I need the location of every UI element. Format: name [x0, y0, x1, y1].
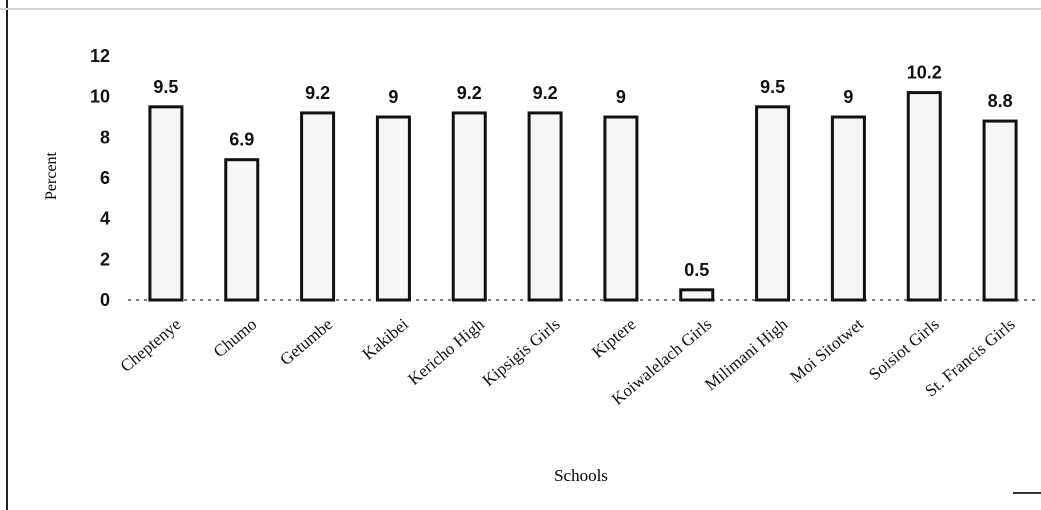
- bar-value-label-10: 10.2: [907, 63, 942, 83]
- bar-value-label-9: 9: [843, 87, 853, 107]
- bar-value-label-11: 8.8: [988, 91, 1013, 111]
- x-tick-label-5: Kipsigis Girls: [479, 315, 564, 391]
- corner-mark: [1013, 492, 1041, 504]
- x-tick-label-8: Milimani High: [701, 314, 791, 394]
- bar-value-label-2: 9.2: [305, 83, 330, 103]
- x-tick-label-4: Kericho High: [404, 314, 488, 389]
- bar-3: [375, 115, 411, 302]
- x-tick-label-6: Kiptere: [588, 315, 639, 362]
- x-tick-label-0: Cheptenye: [117, 315, 185, 376]
- bar-7: [679, 288, 715, 302]
- x-tick-label-1: Chumo: [210, 315, 261, 362]
- x-tick-label-3: Kakibei: [359, 314, 413, 363]
- y-tick-label-5: 10: [90, 87, 110, 107]
- y-axis-title: Percent: [43, 151, 60, 200]
- bar-11: [982, 119, 1018, 302]
- bar-8: [755, 105, 791, 302]
- x-tick-label-10: Soisiot Girls: [865, 315, 943, 385]
- bar-value-label-0: 9.5: [153, 77, 178, 97]
- bar-4: [451, 111, 487, 302]
- bar-value-label-3: 9: [388, 87, 398, 107]
- y-tick-label-2: 4: [100, 209, 110, 229]
- x-axis-title: Schools: [554, 466, 608, 485]
- bars: 9.5 6.9 9.2 9 9.2 9.2 9 0.5 9.5 9 10.2 8.8: [148, 63, 1018, 302]
- x-tick-label-9: Moi Sitotwet: [786, 314, 867, 386]
- bar-value-label-8: 9.5: [760, 77, 785, 97]
- frame-left-border: [6, 0, 8, 510]
- bar-value-label-6: 9: [616, 87, 626, 107]
- bar-9: [830, 115, 866, 302]
- y-tick-label-4: 8: [100, 127, 110, 147]
- bar-1: [224, 158, 260, 302]
- bar-value-label-7: 0.5: [684, 260, 709, 280]
- bar-value-label-5: 9.2: [533, 83, 558, 103]
- bar-2: [300, 111, 336, 302]
- x-tick-label-2: Getumbe: [276, 315, 336, 370]
- bar-value-label-1: 6.9: [229, 130, 254, 150]
- bar-10: [906, 91, 942, 302]
- bar-0: [148, 105, 184, 302]
- y-tick-label-3: 6: [100, 168, 110, 188]
- y-tick-label-6: 12: [90, 46, 110, 66]
- y-axis-ticks: 0 2 4 6 8 10 12: [90, 46, 110, 310]
- bar-value-label-4: 9.2: [457, 83, 482, 103]
- y-tick-label-1: 2: [100, 249, 110, 269]
- bar-6: [603, 115, 639, 302]
- top-rule: [0, 8, 1041, 10]
- y-tick-label-0: 0: [100, 290, 110, 310]
- bar-5: [527, 111, 563, 302]
